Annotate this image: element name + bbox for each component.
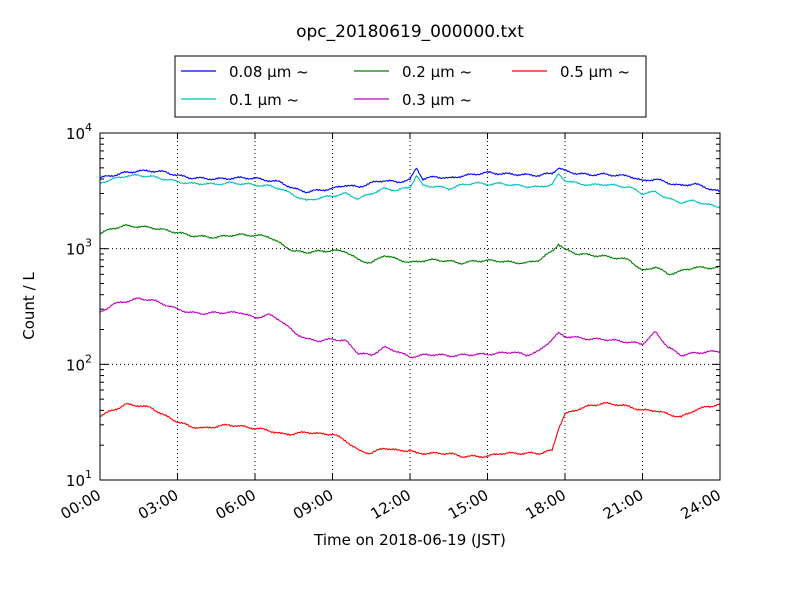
y-axis-label: Count / L xyxy=(20,272,38,340)
grid xyxy=(100,133,720,480)
legend-label: 0.1 μm ~ xyxy=(229,91,299,109)
series-line xyxy=(99,223,721,276)
legend-box xyxy=(174,55,647,118)
series-lines xyxy=(99,167,721,459)
legend-label: 0.3 μm ~ xyxy=(402,91,472,109)
y-tick-label: 104 xyxy=(66,121,92,143)
series-line xyxy=(100,401,721,459)
series-line xyxy=(99,167,721,194)
x-tick-label: 18:00 xyxy=(523,486,569,523)
x-tick-label: 24:00 xyxy=(678,486,724,523)
y-tick-label: 101 xyxy=(66,468,92,490)
legend: 0.08 μm ~ 0.1 μm ~ 0.2 μm ~ 0.3 μm ~ 0.5 μm … xyxy=(174,55,647,118)
y-tick-label: 103 xyxy=(66,237,92,259)
x-axis-label: Time on 2018-06-19 (JST) xyxy=(313,531,506,549)
legend-label: 0.5 μm ~ xyxy=(560,63,630,81)
x-tick-label: 00:00 xyxy=(58,486,104,523)
x-tick-label: 03:00 xyxy=(135,486,181,523)
x-tick-label: 21:00 xyxy=(600,486,646,523)
chart-title: opc_20180619_000000.txt xyxy=(296,22,524,42)
legend-label: 0.2 μm ~ xyxy=(402,63,472,81)
series-line xyxy=(99,173,721,209)
x-tick-label: 15:00 xyxy=(445,486,491,523)
y-tick-label: 102 xyxy=(66,352,92,374)
x-tick-label: 09:00 xyxy=(290,486,336,523)
legend-label: 0.08 μm ~ xyxy=(229,63,309,81)
series-line xyxy=(99,297,721,359)
x-tick-label: 12:00 xyxy=(368,486,414,523)
x-tick-label: 06:00 xyxy=(213,486,259,523)
